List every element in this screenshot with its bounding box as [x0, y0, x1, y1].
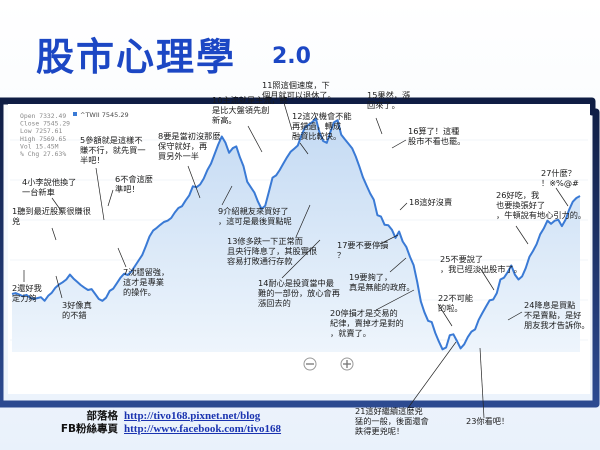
- annotation-leader: [479, 267, 495, 291]
- footer-blog-row: 部落格 http://tivo168.pixnet.net/blog: [52, 410, 281, 423]
- annotation-leader: [117, 247, 127, 268]
- annotation-leader: [51, 227, 57, 241]
- ohlc-stat: Low 7257.61: [20, 127, 62, 135]
- annotation-11: 11照這個速度，下個月就可以退休了。: [262, 80, 336, 100]
- ohlc-stat: Vol 15.45M: [20, 142, 59, 150]
- fb-label: FB粉絲專頁: [60, 423, 118, 435]
- blog-label: 部落格: [86, 410, 119, 422]
- annotation-14: 14耐心是投資當中最難的一部份，放心會再漲回去的: [258, 278, 340, 308]
- ohlc-stat: Open 7332.49: [20, 112, 66, 120]
- annotation-leader: [221, 185, 233, 206]
- annotation-12: 12這次機會不能再錯過，轉成融資比較快。: [292, 111, 352, 141]
- annotation-9: 9介紹親友來買好了，這可是最後買點呢: [218, 206, 292, 226]
- annotation-2: 2還好我定力夠: [12, 283, 42, 303]
- annotation-labels: 1聽到最近股票很賺很兇 2還好我定力夠 3好像真的不錯 4小李說他換了一台新車5參額就…: [12, 80, 590, 436]
- annotation-leader: [107, 189, 114, 207]
- annotation-17: 17要不要停損？: [337, 240, 388, 260]
- blog-link[interactable]: http://tivo168.pixnet.net/blog: [124, 410, 261, 422]
- annotation-leader: [299, 142, 309, 155]
- annotation-18: 18這好沒賣: [409, 197, 452, 207]
- annotation-leader: [515, 225, 529, 245]
- annotation-leader: [95, 167, 105, 221]
- annotation-leader: [375, 289, 415, 311]
- annotation-leader: [391, 139, 407, 149]
- annotation-leader: [389, 257, 407, 273]
- chart-frame: [0, 97, 600, 408]
- ohlc-stat: High 7569.65: [20, 135, 66, 143]
- annotation-leader: [407, 341, 457, 409]
- annotation-1: 1聽到最近股票很賺很兇: [12, 206, 91, 226]
- fb-link[interactable]: http://www.facebook.com/tivo168: [124, 423, 282, 435]
- page-title: 股市心理學: [36, 35, 237, 79]
- annotation-leader: [55, 275, 63, 299]
- annotation-leader: [375, 117, 383, 135]
- annotation-22: 22不可能的啦。: [438, 293, 473, 313]
- legend-label: ^TWII 7545.29: [80, 111, 129, 119]
- annotation-16: 16算了！這種股市不看也罷。: [408, 126, 465, 146]
- annotation-19: 19要夠了，真是無能的政府。: [349, 272, 415, 292]
- annotation-leader: [247, 125, 263, 153]
- annotation-leader: [51, 197, 63, 213]
- ohlc-stat: % Chg 27.63%: [20, 150, 66, 158]
- annotation-20: 20停損才是交易的紀律，賣掉才是對的，就賣了。: [330, 308, 404, 338]
- annotation-6: 6不會這麼準吧！: [115, 174, 153, 194]
- annotation-leader: [399, 202, 408, 211]
- annotation-3: 3好像真的不錯: [62, 300, 92, 320]
- annotation-23: 23你看吧！: [466, 416, 509, 426]
- annotation-15: 15果然，漲回來了。: [367, 90, 410, 110]
- ohlc-stat: Close 7545.29: [20, 120, 70, 128]
- title-version: 2.0: [272, 44, 311, 69]
- annotation-5: 5參額就是這樣不賺不行，就先買一半吧！: [80, 135, 146, 165]
- annotation-24: 24降息是買點不是賣點，是好朋友我才告訴你。: [524, 300, 590, 330]
- annotation-7: 7沈穩留強，這才是專業的操作。: [123, 267, 169, 297]
- series-area-fill: [12, 118, 580, 352]
- zoom-controls[interactable]: [303, 357, 354, 371]
- annotation-leader: [283, 102, 293, 131]
- annotation-26: 26好吃，我也要換張好了，牛頓說有地心引力的。: [496, 190, 586, 220]
- legend: ^TWII 7545.29: [73, 111, 129, 119]
- annotation-leader: [555, 187, 569, 207]
- annotation-27: 27什麼？！※%@#: [541, 168, 579, 188]
- annotation-10: 10主流就是主流，終是比大盤領先創新高。: [212, 95, 288, 125]
- footer-links: 部落格 http://tivo168.pixnet.net/blog FB粉絲專…: [52, 410, 281, 436]
- annotation-leader: [437, 303, 453, 327]
- annotation-leaders: [23, 102, 569, 419]
- annotation-13: 13修多跌一下正常而且央行降息了，其股實很容易打敗通行存款: [227, 236, 317, 266]
- annotation-leader: [187, 165, 201, 199]
- annotation-leader: [281, 239, 321, 279]
- annotation-leader: [379, 234, 399, 245]
- annotation-4: 4小李說他換了一台新車: [22, 177, 76, 197]
- legend-swatch: [73, 112, 77, 116]
- annotation-leader: [479, 347, 485, 419]
- annotation-8: 8要是當初沒那麼保守就好，再買另外一半: [158, 131, 221, 161]
- annotation-25: 25不要說了，我已經淡出股市了。: [440, 254, 522, 274]
- annotation-leader: [295, 204, 311, 238]
- footer-fb-row: FB粉絲專頁 http://www.facebook.com/tivo168: [52, 423, 281, 436]
- series-line: [11, 117, 581, 351]
- annotation-21: 21這好繼續這麼兇猛的一般，後面還會跌得更兇呢！: [355, 406, 429, 436]
- annotation-leader: [507, 311, 523, 321]
